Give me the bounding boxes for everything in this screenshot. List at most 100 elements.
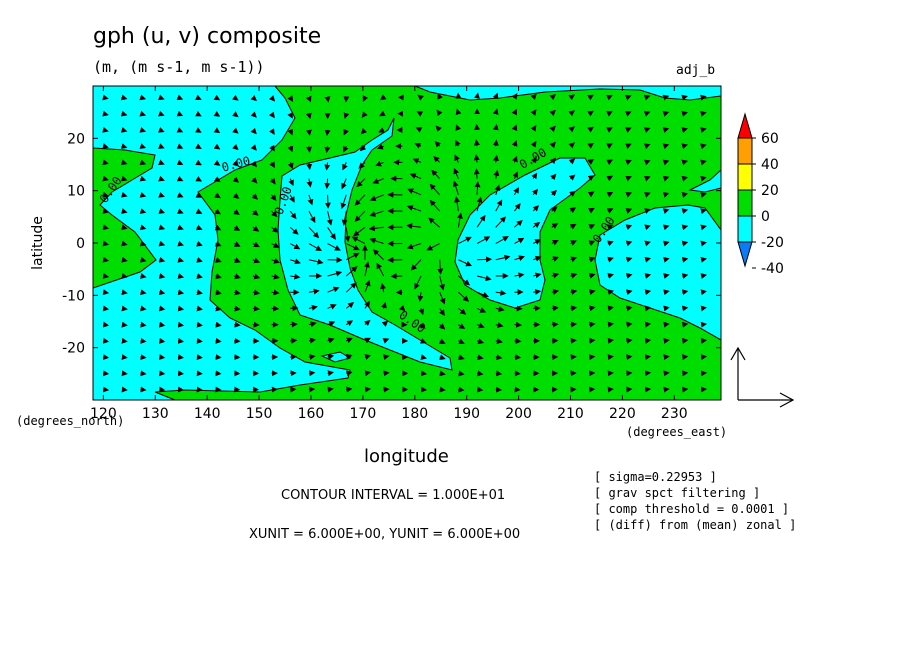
wind-vector <box>644 208 651 214</box>
wind-vector <box>495 216 507 228</box>
wind-vector <box>473 168 480 179</box>
wind-vector <box>643 143 651 150</box>
wind-vector <box>102 110 109 117</box>
wind-vector <box>511 93 518 100</box>
wind-vector <box>139 126 147 133</box>
wind-vector <box>251 177 258 184</box>
wind-vector <box>250 160 258 168</box>
wind-vector <box>287 95 294 103</box>
wind-vector <box>644 337 652 344</box>
wind-vector <box>343 128 349 136</box>
wind-vector <box>407 188 422 196</box>
wind-vector <box>139 224 147 231</box>
wind-vector <box>625 192 633 198</box>
wind-vector <box>417 292 424 302</box>
wind-vector <box>439 354 446 361</box>
wind-vector <box>232 127 239 134</box>
wind-vector <box>643 159 651 166</box>
wind-vector <box>196 337 203 344</box>
wind-vector <box>233 241 241 247</box>
wind-vector <box>420 354 427 361</box>
wind-vector <box>476 214 486 228</box>
wind-vector <box>551 272 560 279</box>
wind-vector <box>270 194 277 202</box>
wind-vector <box>157 94 165 101</box>
wind-vector <box>271 257 280 264</box>
wind-vector <box>177 208 184 214</box>
wind-vector <box>473 139 480 147</box>
wind-vector <box>157 127 165 133</box>
wind-vector <box>158 289 166 296</box>
colorbar-label: 20 <box>761 183 779 199</box>
wind-vector <box>420 370 428 377</box>
wind-vector <box>140 305 147 312</box>
wind-vector <box>681 289 689 296</box>
wind-vector <box>514 337 522 344</box>
wind-vector <box>139 143 147 149</box>
wind-vector <box>531 172 538 180</box>
note-line: [ comp threshold = 0.0001 ] <box>594 502 790 516</box>
wind-vector <box>120 110 128 117</box>
wind-vector <box>588 240 596 247</box>
wind-vector <box>662 127 670 133</box>
wind-vector <box>354 210 366 222</box>
wind-vector <box>681 143 688 150</box>
wind-vector <box>700 192 707 198</box>
wind-vector <box>102 354 110 361</box>
wind-vector <box>458 308 467 315</box>
wind-vector <box>512 171 518 179</box>
wind-vector <box>681 224 689 231</box>
wind-vector <box>233 257 241 263</box>
wind-vector <box>570 321 578 328</box>
wind-vector <box>476 386 484 393</box>
wind-vector <box>681 175 689 182</box>
wind-vector <box>606 175 614 182</box>
wind-vector <box>251 193 258 200</box>
wind-vector <box>550 173 557 181</box>
wind-vector <box>644 240 651 247</box>
wind-vector <box>607 337 614 344</box>
wind-vector <box>364 279 371 293</box>
wind-vector <box>406 205 422 212</box>
wind-vector <box>356 178 366 188</box>
wind-vector <box>625 224 633 231</box>
wind-vector <box>327 370 334 377</box>
wind-vector <box>492 92 499 100</box>
wind-vector <box>195 176 203 182</box>
wind-vector <box>271 273 280 280</box>
wind-vector <box>495 289 507 296</box>
wind-vector <box>532 205 540 212</box>
colorbar-label: 40 <box>761 157 779 173</box>
wind-vector <box>196 305 203 312</box>
wind-vector <box>158 256 166 263</box>
wind-vector <box>157 110 165 117</box>
wind-vector <box>439 386 446 393</box>
wind-vector <box>412 158 422 164</box>
wind-vector <box>342 162 348 171</box>
wind-vector <box>644 370 652 377</box>
wind-vector <box>287 112 293 119</box>
wind-vector <box>606 143 613 149</box>
wind-vector <box>177 273 185 279</box>
wind-vector <box>625 240 633 247</box>
wind-vector <box>607 256 614 263</box>
wind-vector <box>495 254 511 261</box>
wind-vector <box>644 273 652 279</box>
wind-vector <box>364 300 370 309</box>
wind-vector <box>287 162 294 170</box>
x-tick-label: 130 <box>142 406 169 422</box>
wind-vector <box>121 256 128 263</box>
wind-vector <box>308 226 320 239</box>
wind-vector <box>644 354 652 361</box>
wind-vector <box>158 273 166 279</box>
wind-vector <box>700 256 707 263</box>
wind-vector <box>606 95 613 101</box>
wind-vector <box>252 289 261 296</box>
wind-vector <box>681 321 689 328</box>
wind-vector <box>662 224 670 231</box>
wind-vector <box>120 191 128 198</box>
wind-vector <box>589 337 596 344</box>
wind-vector <box>177 337 185 344</box>
wind-vector <box>139 94 147 101</box>
wind-vector <box>195 110 202 117</box>
